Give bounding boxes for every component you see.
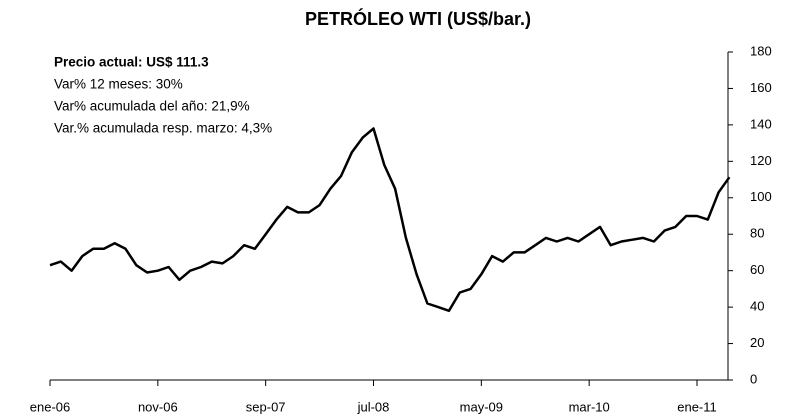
y-tick-label: 100 (750, 189, 772, 204)
y-tick-label: 140 (750, 116, 772, 131)
annotation: Var% acumulada del año: 21,9% (54, 99, 250, 114)
x-tick-label: jul-08 (357, 399, 390, 414)
y-tick-label: 160 (750, 80, 772, 95)
annotation: Precio actual: US$ 111.3 (54, 55, 209, 70)
y-tick-label: 40 (750, 299, 764, 314)
x-tick-label: mar-10 (569, 399, 610, 414)
y-tick-label: 120 (750, 153, 772, 168)
chart-title: PETRÓLEO WTI (US$/bar.) (305, 8, 531, 29)
annotation: Var% 12 meses: 30% (54, 77, 183, 92)
annotation: Var.% acumulada resp. marzo: 4,3% (54, 121, 272, 136)
y-tick-label: 180 (750, 43, 772, 58)
y-tick-label: 80 (750, 226, 764, 241)
x-tick-label: may-09 (460, 399, 503, 414)
price-line (49, 127, 731, 313)
y-tick-label: 0 (750, 371, 757, 386)
x-tick-label: nov-06 (138, 399, 178, 414)
y-tick-label: 60 (750, 262, 764, 277)
y-tick-label: 20 (750, 335, 764, 350)
x-tick-label: ene-11 (677, 399, 717, 414)
x-tick-label: sep-07 (246, 399, 286, 414)
x-tick-label: ene-06 (30, 399, 70, 414)
